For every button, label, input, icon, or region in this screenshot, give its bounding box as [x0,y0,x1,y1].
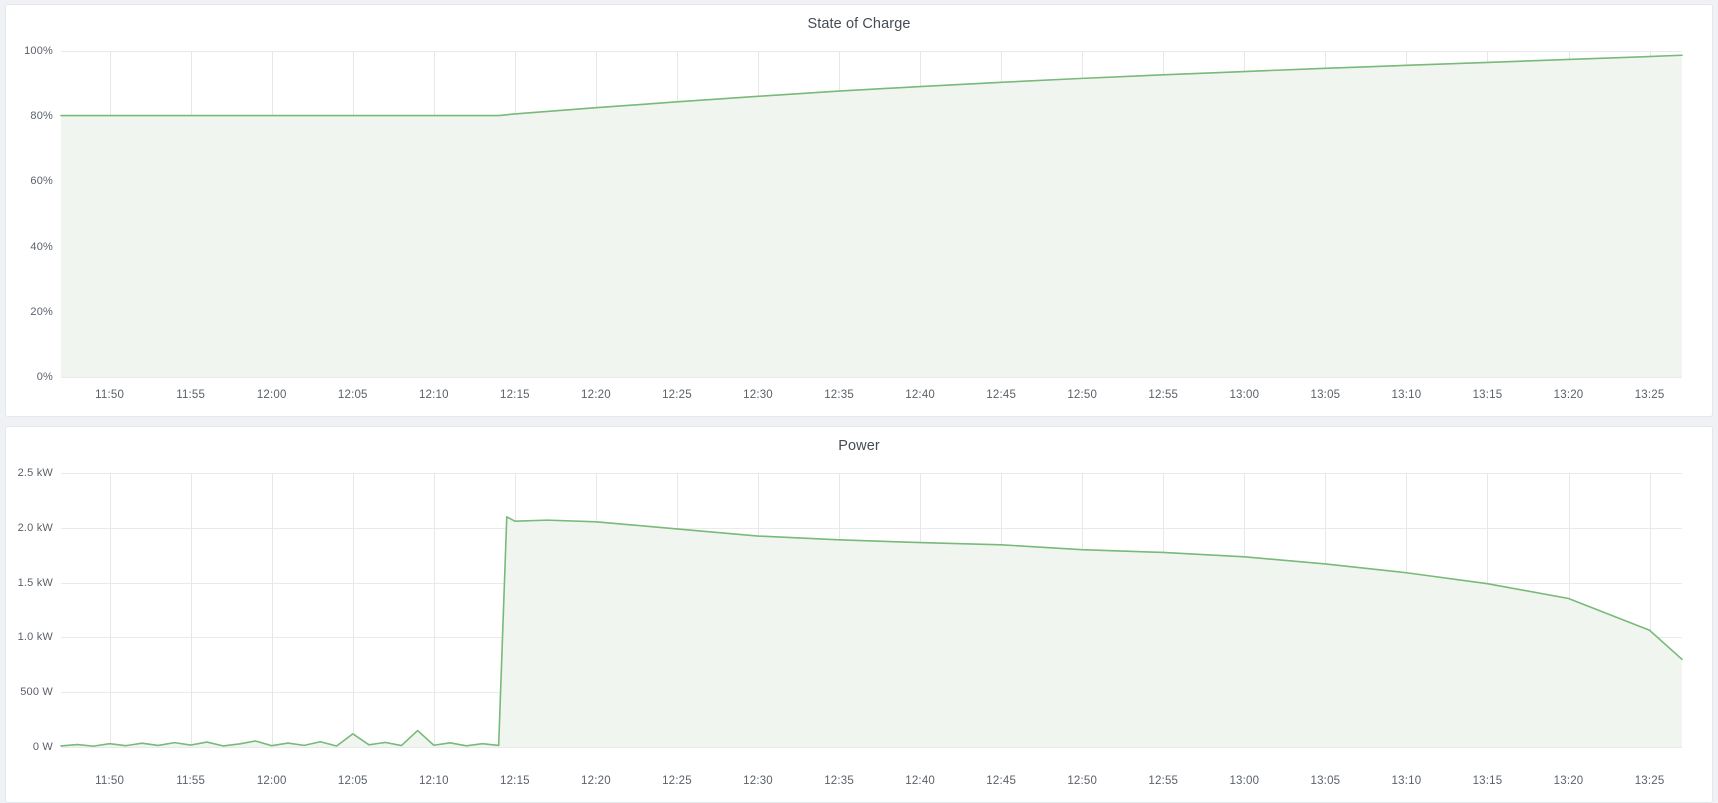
panel-title-state-of-charge: State of Charge [807,16,911,32]
panel-state-of-charge: State of Charge 0% 20% 40% 60% 80% 100% 11:50… [5,4,1713,417]
chart-power[interactable] [6,459,1713,795]
plot-area-power[interactable]: 0 W 500 W 1.0 kW 1.5 kW 2.0 kW 2.5 kW 11:50 11… [6,459,1712,795]
chart-state-of-charge[interactable] [6,37,1713,409]
panel-power: Power 0 W 500 W 1.0 kW 1.5 kW 2.0 kW 2.5 kW 1… [5,426,1713,803]
plot-area-state-of-charge[interactable]: 0% 20% 40% 60% 80% 100% 11:50 11:55 12:00 12:05 1… [6,37,1712,409]
panel-title-power: Power [838,438,880,454]
